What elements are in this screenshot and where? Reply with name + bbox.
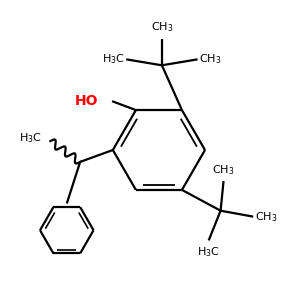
Text: H$_3$C: H$_3$C <box>197 245 220 259</box>
Text: CH$_3$: CH$_3$ <box>199 52 221 66</box>
Text: CH$_3$: CH$_3$ <box>255 210 277 224</box>
Text: H$_3$C: H$_3$C <box>19 131 41 145</box>
Text: CH$_3$: CH$_3$ <box>151 20 173 34</box>
Text: H$_3$C: H$_3$C <box>102 52 125 66</box>
Text: CH$_3$: CH$_3$ <box>212 163 235 176</box>
Text: HO: HO <box>75 94 99 108</box>
